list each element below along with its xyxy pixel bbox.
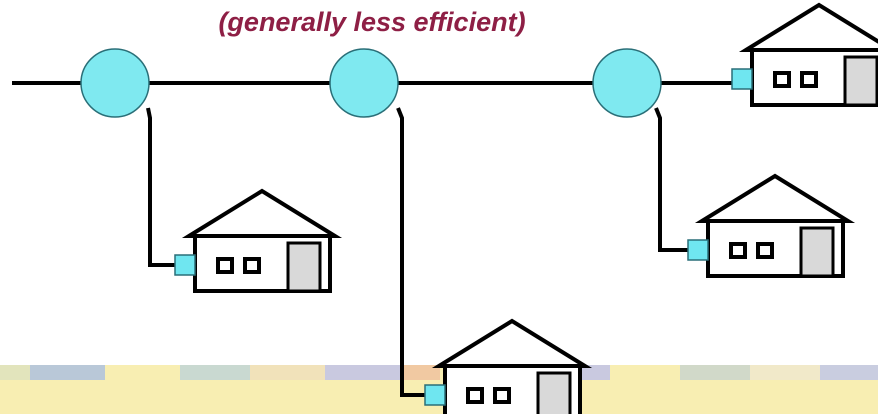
branch-wire — [654, 107, 688, 252]
house — [423, 319, 587, 414]
house — [173, 189, 337, 293]
node — [80, 48, 150, 118]
caption: (generally less efficient) — [218, 7, 525, 37]
branch-wire — [396, 107, 425, 397]
house — [686, 174, 850, 278]
node — [592, 48, 662, 118]
house — [730, 3, 878, 107]
footer-band — [0, 365, 878, 414]
node — [329, 48, 399, 118]
branch-wire — [146, 107, 175, 267]
